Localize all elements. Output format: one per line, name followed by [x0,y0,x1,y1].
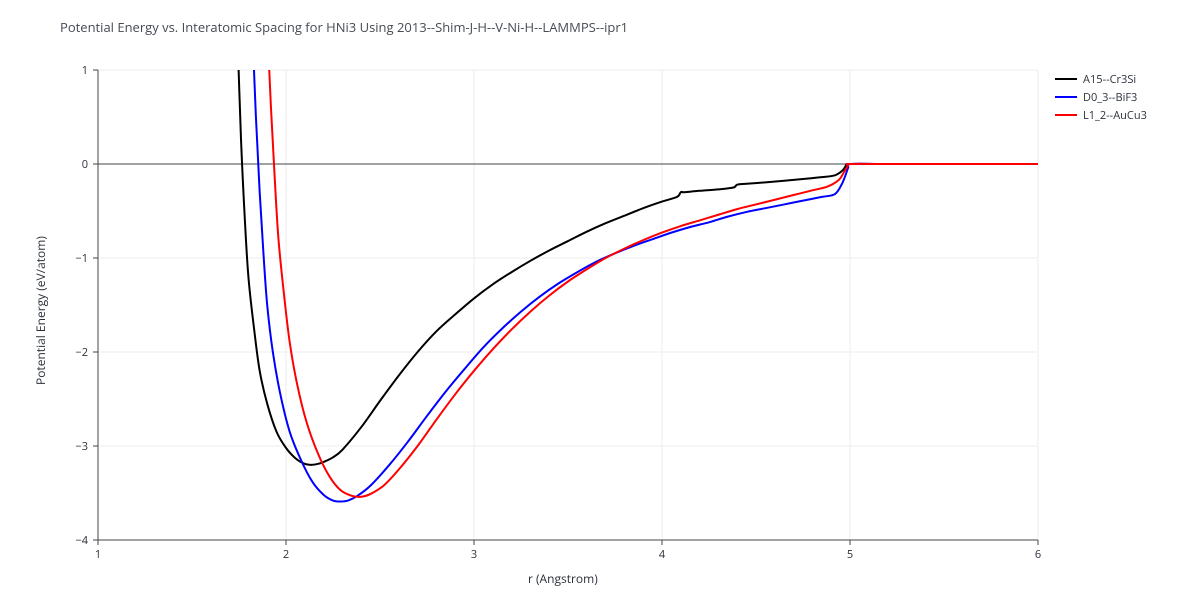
x-tick-label: 1 [95,547,101,562]
plot-area: 1 2 3 4 5 6 −4 −3 −2 −1 0 1 [0,0,1200,600]
legend-item[interactable]: A15--Cr3Si [1055,70,1147,88]
legend-swatch [1055,78,1077,80]
x-tick-label: 4 [659,547,666,562]
legend-swatch [1055,96,1077,98]
y-tick-label: −2 [75,345,88,360]
chart-container: Potential Energy vs. Interatomic Spacing… [0,0,1200,600]
y-tick-label: −3 [75,439,88,454]
series-D03 [252,23,1038,501]
legend-item[interactable]: D0_3--BiF3 [1055,88,1147,106]
y-tick-label: −4 [75,533,88,548]
y-tick-label: 1 [82,63,88,78]
legend-label: L1_2--AuCu3 [1083,108,1147,123]
legend: A15--Cr3Si D0_3--BiF3 L1_2--AuCu3 [1055,70,1147,124]
y-tick-label: −1 [75,251,88,266]
legend-label: D0_3--BiF3 [1083,90,1137,105]
legend-label: A15--Cr3Si [1083,72,1136,87]
legend-item[interactable]: L1_2--AuCu3 [1055,106,1147,124]
y-axis-label: Potential Energy (eV/atom) [32,236,49,385]
x-axis-label: r (Angstrom) [528,570,598,587]
y-tick-label: 0 [82,157,88,172]
x-tick-label: 2 [283,547,289,562]
x-tick-label: 6 [1035,547,1041,562]
x-tick-label: 5 [847,547,853,562]
legend-swatch [1055,114,1077,116]
series-L12 [267,23,1038,497]
x-tick-label: 3 [471,547,477,562]
chart-title: Potential Energy vs. Interatomic Spacing… [60,18,628,36]
